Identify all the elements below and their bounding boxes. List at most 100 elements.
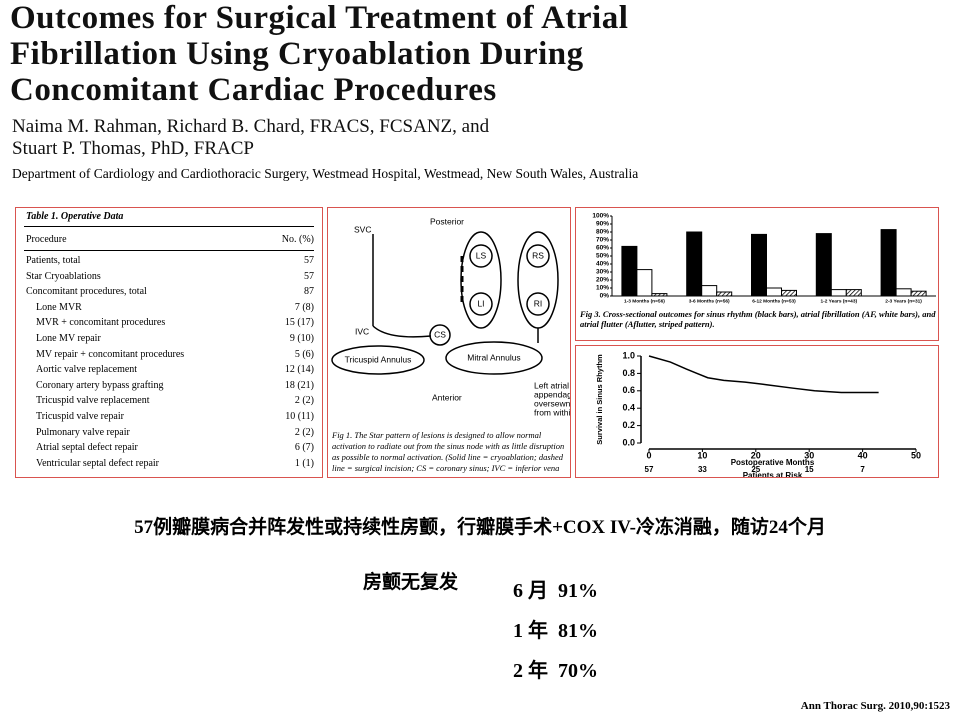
author-line: Naima M. Rahman, Richard B. Chard, FRACS…: [12, 116, 490, 137]
title-line: Concomitant Cardiac Procedures: [10, 72, 497, 108]
at-risk: 25: [751, 465, 760, 474]
result: 1 年 81%: [513, 620, 598, 642]
title-line: Outcomes for Surgical Treatment of Atria…: [10, 0, 629, 36]
table-row: Aortic valve replacement 12 (14): [26, 364, 314, 375]
label: appendage: [534, 389, 571, 399]
cell: 87: [304, 286, 314, 298]
bar: [701, 285, 718, 297]
y-tick-label: 0.0: [622, 437, 635, 447]
column-header: No. (%): [281, 234, 314, 245]
cell: 2 (2): [294, 426, 314, 438]
cell: 12 (14): [284, 364, 314, 376]
x-tick-label: 40: [858, 450, 868, 460]
diagram: SVC Posterior LS RS LI RI IVC CS Tricusp…: [331, 216, 571, 417]
table-row: Pulmonary valve repair 2 (2): [26, 427, 314, 438]
bar: [910, 290, 927, 297]
cell: Pulmonary valve repair: [36, 426, 130, 438]
cell: 15 (17): [284, 317, 314, 329]
y-tick-label: 20%: [596, 277, 609, 284]
cell: Tricuspid valve replacement: [36, 395, 150, 407]
figure1-panel: SVC Posterior LS RS LI RI IVC CS Tricusp…: [327, 207, 571, 478]
citation: Ann Thorac Surg. 2010,90:1523: [800, 700, 950, 712]
y-tick-label: 90%: [596, 221, 609, 228]
bar: [751, 233, 767, 297]
label: Left atrial: [534, 380, 569, 390]
cell: Lone MVR: [36, 301, 82, 313]
at-risk: 57: [645, 465, 654, 474]
cell: MVR + concomitant procedures: [36, 317, 166, 329]
x-tick-label: 2-3 Years (n=31): [885, 298, 922, 304]
y-tick-label: 60%: [596, 245, 609, 252]
result: 2 年 70%: [513, 660, 598, 682]
figure-caption: Fig 1. The Star pattern of lesions is de…: [332, 430, 565, 473]
y-tick-label: 1.0: [622, 350, 635, 360]
y-tick-label: 80%: [596, 229, 609, 236]
x-tick-label: 10: [697, 450, 707, 460]
x-tick-label: 1-3 Months (n=56): [624, 298, 665, 304]
bar: [781, 289, 797, 297]
at-risk: 15: [805, 465, 814, 474]
cell: 5 (6): [294, 348, 314, 360]
cell: Tricuspid valve repair: [36, 411, 124, 422]
label: Tricuspid Annulus: [345, 354, 412, 364]
cell: 10 (11): [285, 411, 314, 422]
cell: Atrial septal defect repair: [36, 442, 138, 454]
label: RS: [532, 250, 544, 260]
cell: Concomitant procedures, total: [26, 286, 147, 298]
x-tick-label: 3-6 Months (n=56): [689, 298, 730, 304]
y-tick-label: 0.8: [622, 368, 635, 378]
at-risk: 33: [698, 465, 707, 474]
cell: Lone MV repair: [36, 333, 101, 344]
bar: [651, 293, 668, 297]
at-risk-label: Patients at Risk: [743, 471, 803, 478]
table-row: Coronary artery bypass grafting 18 (21): [26, 380, 314, 391]
x-tick-label: 20: [751, 450, 761, 460]
y-tick-label: 0.6: [622, 385, 635, 395]
bar: [830, 289, 847, 297]
label: from within: [534, 407, 571, 417]
label: SVC: [354, 224, 371, 234]
label: RI: [534, 298, 543, 308]
bar: [895, 288, 912, 297]
result-label: 房颤无复发: [363, 572, 459, 593]
table-row: MVR + concomitant procedures 15 (17): [26, 317, 314, 328]
cell: 18 (21): [284, 379, 314, 391]
bar: [815, 233, 832, 297]
table-caption: Table 1. Operative Data: [26, 211, 124, 222]
label: CS: [434, 329, 446, 339]
table-row: Lone MVR 7 (8): [26, 302, 314, 313]
table-row: Lone MV repair 9 (10): [26, 333, 314, 344]
x-axis-label: Postoperative Months: [731, 458, 815, 467]
x-tick-label: 1-2 Years (n=43): [821, 298, 858, 304]
y-tick-label: 50%: [596, 253, 609, 260]
bar: [716, 291, 733, 297]
result: 6 月 91%: [513, 580, 598, 602]
y-tick-label: 10%: [596, 285, 609, 292]
line: [648, 355, 879, 394]
table-row: Ventricular septal defect repair 1 (1): [26, 458, 314, 469]
column-header: Procedure: [26, 234, 67, 245]
cell: Star Cryoablations: [26, 270, 101, 282]
cell: Ventricular septal defect repair: [36, 457, 159, 469]
cell: 57: [304, 270, 314, 282]
cell: 1 (1): [294, 457, 314, 469]
y-tick-label: 0.4: [622, 403, 635, 413]
y-tick-label: 70%: [596, 237, 609, 244]
bar: [880, 229, 897, 297]
figure-km-panel: 0.0 0.2 0.4 0.6 0.8 1.0 0 10 20 30 40 50 Postoperati…: [575, 345, 939, 478]
bar: [686, 231, 703, 297]
at-risk: 7: [860, 465, 865, 474]
table-row: Tricuspid valve repair 10 (11): [26, 411, 314, 422]
line-chart: 0.0 0.2 0.4 0.6 0.8 1.0 0 10 20 30 40 50 Postoperati…: [595, 350, 921, 478]
cell: Aortic valve replacement: [36, 364, 138, 376]
label: IVC: [355, 326, 369, 336]
bar: [845, 289, 862, 297]
cell: 9 (10): [289, 333, 314, 344]
y-axis-label: Survival in Sinus Rhythm: [595, 354, 604, 445]
cell: 2 (2): [294, 395, 314, 407]
figure3-panel: 0% 10% 20% 30% 40% 50% 60% 70% 80% 90% 100% 1-3 Mon…: [575, 207, 939, 341]
table-row: Star Cryoablations 57: [26, 271, 314, 282]
y-tick-label: 100%: [592, 213, 609, 220]
y-tick-label: 40%: [596, 261, 609, 268]
